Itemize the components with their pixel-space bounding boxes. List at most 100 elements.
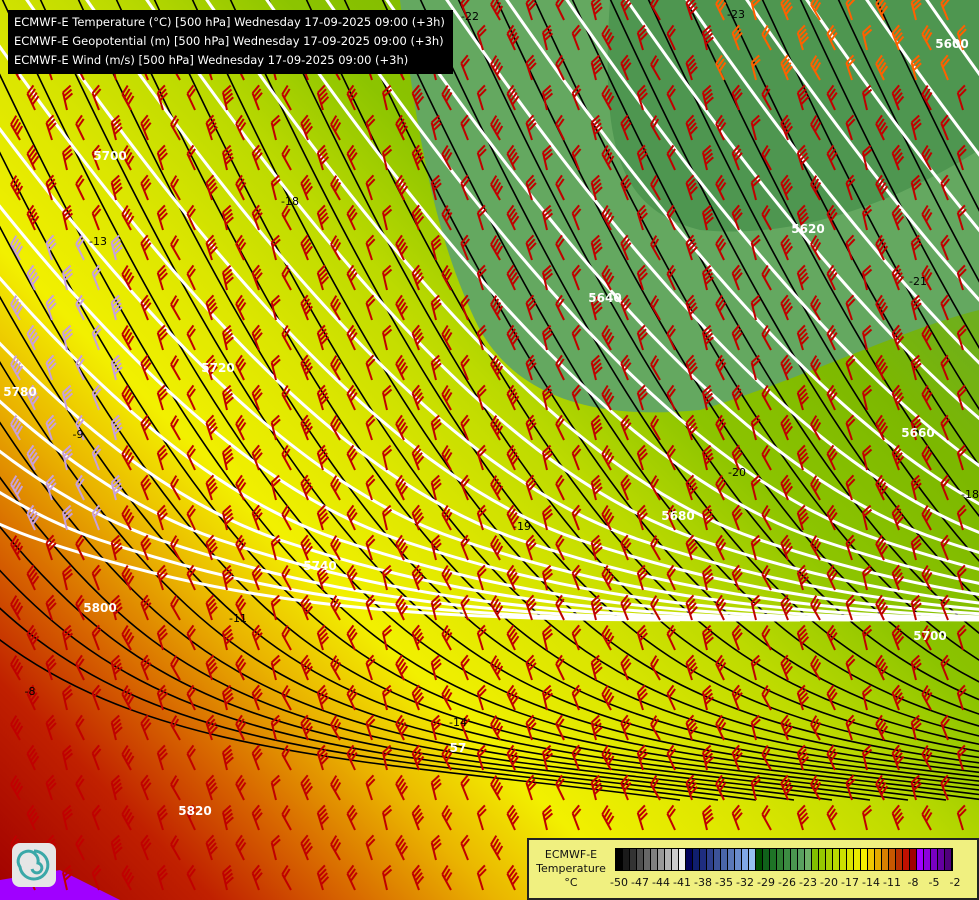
wind-barb (956, 144, 967, 171)
isotherm-line (0, 525, 795, 801)
isotherm-line (0, 225, 979, 801)
wind-barb (910, 54, 922, 81)
wind-barb (45, 234, 57, 261)
wind-barb (140, 354, 152, 381)
wind-barb (541, 204, 554, 231)
wind-barb (780, 534, 794, 561)
wind-barb (205, 294, 218, 321)
wind-barb (411, 204, 425, 231)
wind-barb (75, 234, 85, 261)
isotherm-label: -18 (281, 195, 299, 208)
legend-swatch (672, 849, 679, 870)
wind-barb (395, 354, 409, 381)
legend-swatch (637, 849, 644, 870)
wind-barb (75, 174, 85, 201)
wind-barb (650, 175, 661, 201)
wind-barb (650, 0, 661, 21)
wind-barb (221, 84, 234, 111)
wind-barb (205, 234, 218, 261)
wind-barb (411, 504, 425, 531)
legend-swatch (623, 849, 630, 870)
wind-barb (91, 144, 102, 171)
geopotential-label: 5600 (935, 37, 968, 51)
wind-barb (45, 354, 57, 381)
wind-barb (506, 444, 520, 471)
wind-barb (780, 354, 794, 381)
legend-swatch (847, 849, 854, 870)
wind-barb (110, 114, 123, 141)
wind-barb (430, 534, 442, 561)
wind-barb (300, 414, 314, 441)
wind-barb (956, 504, 967, 531)
wind-barb (590, 0, 603, 21)
wind-barb (365, 174, 376, 201)
wind-barb (685, 354, 698, 381)
isotherm-lines (0, 0, 979, 801)
wind-barb (826, 504, 838, 531)
legend-swatch (700, 849, 707, 870)
wind-barb (555, 534, 565, 561)
wind-barb (235, 414, 247, 441)
wind-barb (826, 84, 838, 111)
wind-barb (365, 414, 376, 441)
wind-barb (330, 475, 342, 501)
geopotential-line (745, 0, 979, 302)
wind-barb (525, 534, 537, 561)
wind-barb (601, 444, 615, 471)
geopotential-label: 5700 (913, 629, 946, 643)
wind-barb (715, 354, 727, 381)
wind-barb (26, 204, 40, 231)
wind-barb (26, 84, 40, 111)
wind-barb (156, 144, 168, 171)
wind-barb (441, 264, 453, 291)
isotherm-line (0, 295, 947, 801)
wind-barb (75, 534, 85, 561)
wind-barb (826, 144, 838, 171)
wind-barb (140, 474, 152, 501)
wind-barb (61, 324, 74, 351)
isotherm-line (837, 0, 979, 283)
wind-barb (731, 444, 743, 471)
isotherm-line (723, 0, 979, 467)
wind-barb (861, 144, 873, 171)
title-temperature: ECMWF-E Temperature (°C) [500 hPa] Wedne… (14, 15, 445, 29)
legend-swatch (931, 849, 938, 870)
wind-barb (921, 24, 933, 51)
wind-barb (731, 324, 743, 351)
wind-barb (571, 324, 582, 351)
wind-barb (430, 354, 442, 381)
wind-barb (845, 534, 856, 561)
wind-barb (701, 384, 714, 411)
wind-barb (381, 444, 393, 471)
wind-barb (170, 355, 181, 381)
isotherm-line (0, 476, 833, 801)
wind-barb (845, 474, 856, 501)
wind-barb (186, 204, 196, 231)
wind-barb (780, 294, 794, 321)
wind-barb (506, 204, 520, 231)
wind-barb (731, 24, 743, 51)
isotherm-line (799, 0, 979, 350)
wind-barb (395, 174, 409, 201)
wind-barb (525, 0, 537, 21)
wind-barb (715, 174, 727, 201)
wind-barb (395, 294, 409, 321)
wind-barb (525, 174, 537, 201)
wind-barb (281, 444, 292, 471)
wind-barb (956, 264, 967, 291)
wind-barb (875, 474, 889, 501)
wind-barb (636, 324, 648, 351)
wind-barb (761, 24, 772, 51)
wind-barb (845, 54, 856, 81)
wind-barb (490, 355, 504, 381)
wind-barb (555, 294, 565, 321)
wind-barb (601, 264, 615, 291)
wind-barb (221, 144, 234, 171)
wind-barb (601, 84, 615, 111)
wind-barb (441, 384, 453, 411)
wind-barb (441, 324, 453, 351)
wind-barb (26, 324, 40, 351)
wind-barb (796, 24, 810, 51)
wind-barb (221, 504, 234, 531)
